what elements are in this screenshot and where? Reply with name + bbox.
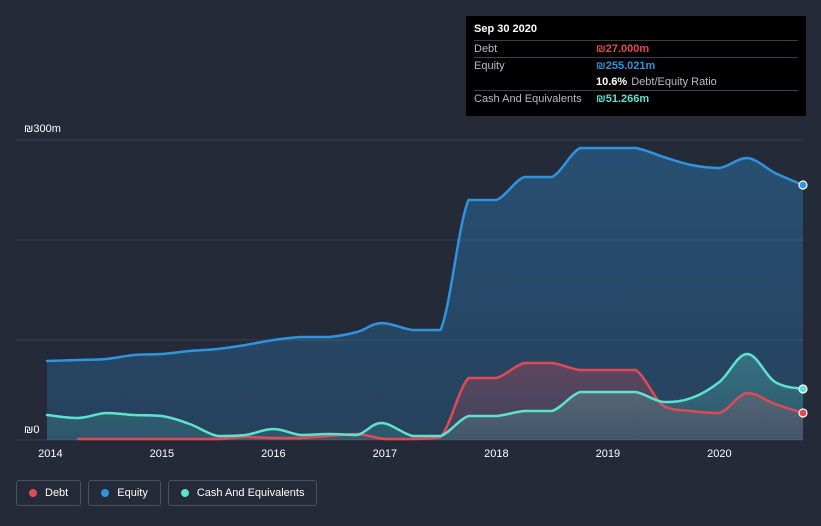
legend-label-equity: Equity <box>117 487 148 499</box>
legend: Debt Equity Cash And Equivalents <box>16 480 318 506</box>
tooltip-panel: Sep 30 2020 Debt ₪27.000m Equity ₪255.02… <box>466 16 806 116</box>
area-equity <box>47 148 803 440</box>
x-axis-tick-labels: 2014 2015 2016 2017 2018 2019 2020 <box>38 448 732 460</box>
tooltip-row-equity: Equity ₪255.021m <box>474 57 798 74</box>
tooltip-ratio-label: Debt/Equity Ratio <box>631 76 717 88</box>
tooltip-row-debt: Debt ₪27.000m <box>474 40 798 57</box>
end-marker-cash <box>798 384 808 394</box>
tooltip-cash-label: Cash And Equivalents <box>474 93 582 105</box>
x-tick-label-2015: 2015 <box>150 448 174 460</box>
x-tick-label-2020: 2020 <box>707 448 731 460</box>
tooltip-date: Sep 30 2020 <box>474 23 537 35</box>
y-tick-label-1: ₪0 <box>24 424 39 436</box>
series-areas <box>47 148 803 440</box>
tooltip-row-ratio: 10.6% Debt/Equity Ratio <box>474 74 798 90</box>
legend-label-debt: Debt <box>45 487 69 499</box>
line-cash <box>45 352 805 438</box>
legend-item-debt[interactable]: Debt <box>16 480 82 506</box>
y-axis-tick-labels: ₪300m ₪0 <box>24 123 61 436</box>
tooltip-debt-label: Debt <box>474 43 498 55</box>
x-tick-label-2016: 2016 <box>261 448 285 460</box>
y-tick-label-0: ₪300m <box>24 123 61 135</box>
legend-dot-debt <box>29 489 37 497</box>
x-tick-label-2019: 2019 <box>596 448 620 460</box>
tooltip-equity-label: Equity <box>474 60 505 72</box>
end-marker-equity <box>798 180 808 190</box>
tooltip-row-cash: Cash And Equivalents ₪51.266m <box>474 90 798 107</box>
series-lines <box>45 146 805 441</box>
line-equity <box>45 146 805 363</box>
legend-label-cash: Cash And Equivalents <box>196 487 305 499</box>
series-end-markers <box>798 180 808 418</box>
x-tick-label-2014: 2014 <box>38 448 62 460</box>
end-marker-debt <box>798 408 808 418</box>
area-cash <box>47 354 803 440</box>
legend-dot-cash <box>180 489 189 497</box>
legend-dot-equity <box>101 489 110 497</box>
legend-item-cash[interactable]: Cash And Equivalents <box>167 480 318 506</box>
x-tick-label-2018: 2018 <box>484 448 508 460</box>
tooltip-ratio-value: 10.6% <box>596 76 628 88</box>
x-tick-label-2017: 2017 <box>373 448 397 460</box>
legend-item-equity[interactable]: Equity <box>88 480 161 506</box>
tooltip-equity-value: ₪255.021m <box>596 60 656 72</box>
tooltip-debt-value: ₪27.000m <box>596 43 650 55</box>
tooltip-cash-value: ₪51.266m <box>596 93 650 105</box>
